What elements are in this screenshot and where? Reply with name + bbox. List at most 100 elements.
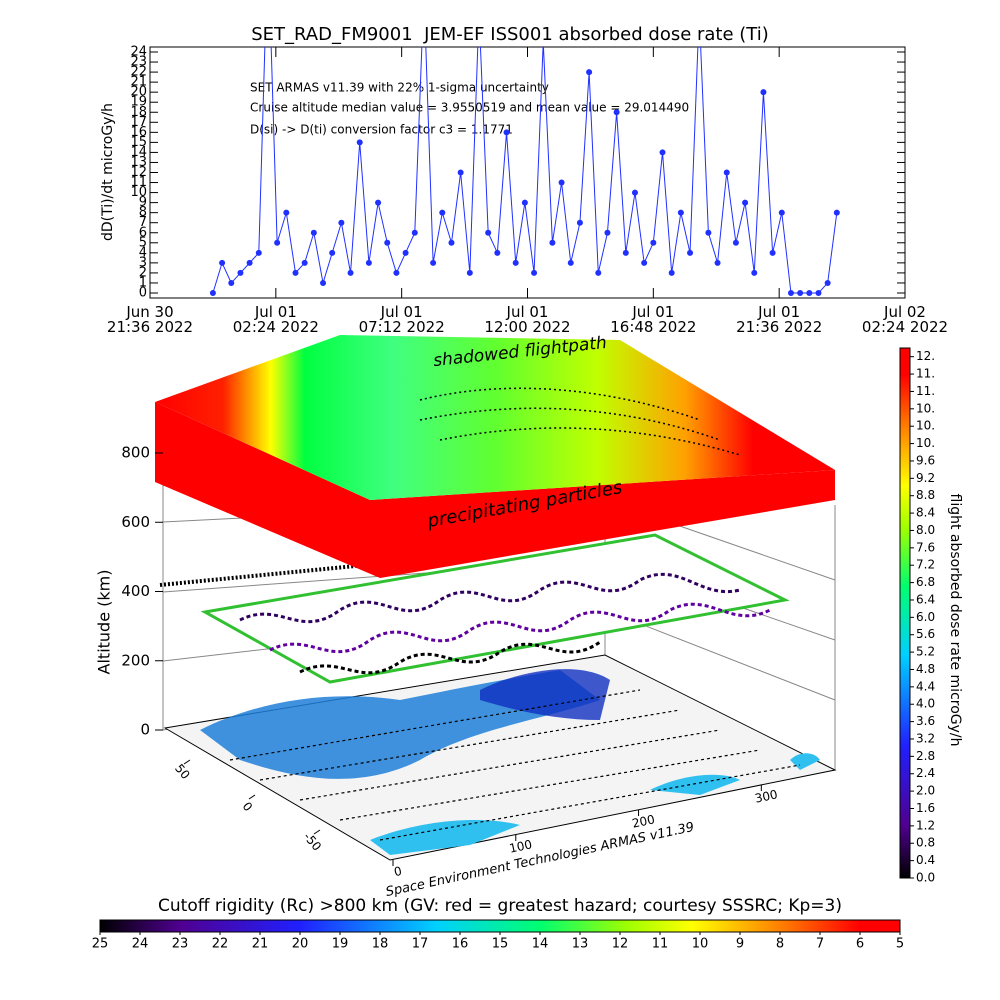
colorbar-tick-label: 4.8: [916, 662, 935, 676]
point: [742, 199, 749, 206]
x-tick-label: Jul 01 16:48 2022: [610, 303, 697, 336]
point: [806, 290, 813, 296]
point: [705, 229, 712, 236]
y-tick-label: 18: [130, 105, 147, 120]
point: [677, 209, 684, 216]
point: [338, 219, 345, 226]
point: [531, 269, 538, 276]
lat-tick: [248, 794, 256, 800]
lat-tick-label: -50: [301, 830, 324, 854]
colorbar-tick-label: 10: [692, 937, 709, 952]
point: [347, 269, 354, 276]
y-tick-label: 1: [139, 275, 147, 290]
colorbar-tick-label: 22: [212, 937, 229, 952]
colorbar-tick-label: 23: [172, 937, 189, 952]
y-tick-label: 13: [130, 155, 147, 170]
point: [439, 209, 446, 216]
y-tick-label: 24: [130, 45, 147, 60]
lon-tick-label: 100: [508, 837, 533, 855]
point: [631, 189, 638, 196]
colorbar-tick-label: 7.6: [916, 540, 935, 554]
point: [650, 239, 657, 246]
point: [613, 109, 620, 116]
point: [760, 89, 767, 96]
colorbar-label: flight absorbed dose rate microGy/h: [947, 494, 963, 747]
point: [356, 139, 363, 146]
z-axis-label: Altitude (km): [95, 570, 114, 675]
point: [466, 269, 473, 276]
y-tick-label: 0: [139, 286, 147, 301]
colorbar: [899, 347, 911, 879]
point: [521, 199, 528, 206]
annotation: SET ARMAS v11.39 with 22% 1-sigma uncert…: [250, 81, 549, 95]
y-tick-label: 15: [130, 135, 147, 150]
colorbar-tick-label: 14: [532, 937, 549, 952]
point: [494, 249, 501, 256]
point: [485, 229, 492, 236]
point: [714, 259, 721, 266]
colorbar-tick-label: 8: [776, 937, 784, 952]
colorbar-tick-label: 12.: [916, 349, 935, 363]
annotation: D(si) -> D(ti) conversion factor c3 = 1.…: [250, 123, 513, 137]
colorbar-tick-label: 12: [612, 937, 629, 952]
colorbar-tick-label: 3.6: [916, 714, 935, 728]
colorbar-tick-label: 9: [736, 937, 744, 952]
annotation: Cruise altitude median value = 3.9550519…: [250, 101, 689, 115]
point: [365, 259, 372, 266]
colorbar-label: Cutoff rigidity (Rc) >800 km (GV: red = …: [158, 896, 842, 916]
colorbar-tick-label: 10.: [916, 419, 935, 433]
colorbar-tick-label: 11.: [916, 384, 935, 398]
colorbar-tick-label: 24: [132, 937, 149, 952]
point: [576, 219, 583, 226]
point: [292, 269, 299, 276]
z-tick-label: 600: [121, 513, 150, 531]
y-tick-label: 12: [130, 165, 147, 180]
point: [283, 209, 290, 216]
series: [209, 47, 840, 296]
colorbar-tick-label: 20: [292, 937, 309, 952]
point: [604, 229, 611, 236]
colorbar-tick-label: 10.: [916, 401, 935, 415]
colorbar-tick-label: 0.8: [916, 836, 935, 850]
colorbar-tick-label: 5.2: [916, 645, 935, 659]
point: [301, 259, 308, 266]
y-tick-label: 2: [139, 265, 147, 280]
point: [384, 239, 391, 246]
point: [815, 290, 822, 296]
point: [797, 290, 804, 296]
colorbar-tick-label: 7: [816, 937, 824, 952]
y-tick-label: 5: [139, 235, 147, 250]
point: [558, 179, 565, 186]
colorbar-tick-label: 6.4: [916, 592, 935, 606]
colorbar-tick-label: 17: [412, 937, 429, 952]
lon-tick-label: 200: [631, 812, 656, 830]
colorbar-tick-label: 1.2: [916, 818, 935, 832]
z-tick-label: 800: [121, 444, 150, 462]
colorbar-tick-label: 7.2: [916, 558, 935, 572]
point: [833, 209, 840, 216]
point: [329, 249, 336, 256]
y-tick-label: 23: [130, 55, 147, 70]
x-tick-label: Jul 01 12:00 2022: [484, 303, 571, 336]
colorbar-tick-label: 9.2: [916, 471, 935, 485]
y-tick-label: 4: [139, 245, 147, 260]
point: [659, 149, 666, 156]
colorbar-tick-label: 6.8: [916, 575, 935, 589]
colorbar-tick-label: 11: [652, 937, 669, 952]
lon-tick-label: 0: [393, 864, 403, 879]
y-tick-label: 22: [130, 65, 147, 80]
lat-tick-label: 0: [240, 799, 256, 814]
point: [769, 249, 776, 256]
colorbar: [99, 919, 901, 933]
colorbar-tick-label: 0.0: [916, 871, 935, 885]
point: [503, 129, 510, 136]
point: [622, 249, 629, 256]
colorbar-tick-label: 5.6: [916, 627, 935, 641]
point: [787, 290, 794, 296]
y-axis-label: dD(Ti)/dt microGy/h: [100, 103, 116, 241]
point: [219, 259, 226, 266]
colorbar-tick-label: 0.4: [916, 853, 935, 867]
colorbar-tick-label: 1.6: [916, 801, 935, 815]
x-tick-label: Jul 02 02:24 2022: [861, 303, 949, 336]
